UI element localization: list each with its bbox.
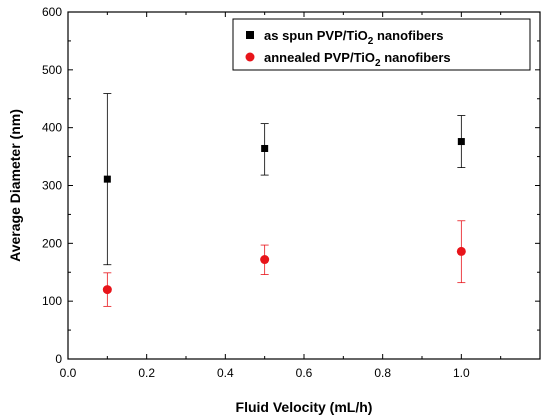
series-layer <box>102 93 466 307</box>
x-tick-label: 0.2 <box>138 366 155 380</box>
data-point <box>103 175 111 183</box>
legend-label-tail: nanofibers <box>381 50 451 65</box>
data-point <box>260 255 270 265</box>
y-tick-label: 100 <box>42 294 62 308</box>
data-point <box>261 144 269 152</box>
legend-label: annealed PVP/TiO2 nanofibers <box>264 50 451 69</box>
x-axis-title: Fluid Velocity (mL/h) <box>236 399 373 415</box>
y-tick-label: 0 <box>55 352 62 366</box>
data-point <box>457 138 465 146</box>
x-tick-label: 0.6 <box>296 366 313 380</box>
y-tick-label: 500 <box>42 63 62 77</box>
legend-marker <box>245 52 255 62</box>
legend-item: as spun PVP/TiO2 nanofibers <box>246 28 443 47</box>
series-1 <box>102 220 466 307</box>
legend-label-subscript: 2 <box>375 58 381 69</box>
legend-label: as spun PVP/TiO2 nanofibers <box>264 28 443 47</box>
legend-label-main: annealed PVP/TiO <box>264 50 375 65</box>
x-tick-label: 1.0 <box>453 366 470 380</box>
legend-item: annealed PVP/TiO2 nanofibers <box>245 50 451 69</box>
x-tick-label: 0.8 <box>374 366 391 380</box>
y-tick-label: 600 <box>42 5 62 19</box>
y-axis-title: Average Diameter (nm) <box>7 109 23 262</box>
y-tick-label: 400 <box>42 121 62 135</box>
legend-label-tail: nanofibers <box>373 28 443 43</box>
legend-label-subscript: 2 <box>368 36 374 47</box>
legend-box <box>232 18 531 71</box>
x-axis: 0.0 0.2 0.4 0.6 0.8 1.0 <box>60 12 502 380</box>
y-tick-label: 300 <box>42 179 62 193</box>
data-point <box>102 285 112 295</box>
legend-label-main: as spun PVP/TiO <box>264 28 368 43</box>
series-0 <box>103 93 466 266</box>
y-tick-label: 200 <box>42 236 62 250</box>
y-axis: 0 100 200 300 400 500 600 <box>42 5 540 366</box>
x-tick-label: 0.4 <box>217 366 234 380</box>
legend-marker <box>246 31 254 39</box>
x-tick-label: 0.0 <box>60 366 77 380</box>
data-point <box>456 246 466 256</box>
